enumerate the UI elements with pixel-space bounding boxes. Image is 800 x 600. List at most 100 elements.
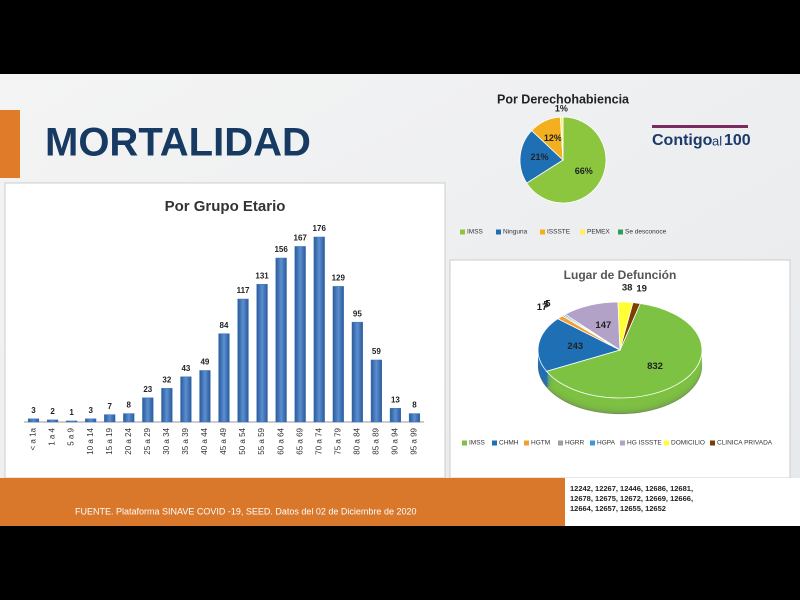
data-label: 21% <box>530 152 548 162</box>
legend-label: CLINICA PRIVADA <box>717 440 773 447</box>
x-tick-label: 1 a 4 <box>48 427 57 445</box>
slice <box>545 303 703 399</box>
x-tick-label: 75 a 79 <box>333 427 342 454</box>
x-tick-label: 35 a 39 <box>181 427 190 454</box>
x-tick-label: < a 1a <box>29 427 38 450</box>
logo-number: 100 <box>724 132 751 149</box>
footer-code: 12242, 12267, 12446, 12686, 12681, <box>570 484 693 493</box>
data-label: 167 <box>294 234 308 243</box>
chart-title: Lugar de Defunción <box>564 268 677 282</box>
data-label: 129 <box>332 274 346 283</box>
chart-title: Por Derechohabiencia <box>497 92 630 106</box>
x-tick-label: 80 a 84 <box>352 427 361 454</box>
data-label: 19 <box>636 283 647 294</box>
x-tick-label: 50 a 54 <box>238 427 247 454</box>
legend-label: HGRR <box>565 440 584 447</box>
legend-swatch <box>664 440 669 446</box>
bar <box>294 246 306 423</box>
data-label: 84 <box>220 321 229 330</box>
legend-label: Ninguna <box>503 229 528 236</box>
x-tick-label: 85 a 89 <box>371 427 380 454</box>
x-tick-label: 70 a 74 <box>314 427 323 454</box>
x-tick-label: 10 a 14 <box>86 427 95 454</box>
legend-swatch <box>710 440 715 446</box>
bar <box>218 333 230 423</box>
bar <box>85 418 97 423</box>
bar <box>123 413 135 423</box>
legend-label: ISSSTE <box>547 229 571 236</box>
data-label: 2 <box>50 407 55 416</box>
slide-title: MORTALIDAD <box>45 121 311 165</box>
legend-swatch <box>590 440 595 446</box>
x-tick-label: 30 a 34 <box>162 427 171 454</box>
data-label: 17 <box>537 302 548 313</box>
logo-al: al <box>712 133 722 148</box>
legend-label: DOMICILIO <box>671 440 705 447</box>
data-label: 5 <box>545 299 551 310</box>
legend-swatch <box>496 229 501 235</box>
legend-swatch <box>618 229 623 235</box>
x-tick-label: 60 a 64 <box>276 427 285 454</box>
data-label: 13 <box>391 395 400 404</box>
legend-label: CHMH <box>499 440 519 447</box>
bar <box>104 414 116 423</box>
x-tick-label: 55 a 59 <box>257 427 266 454</box>
accent <box>0 110 20 178</box>
x-tick-label: 25 a 29 <box>143 427 152 454</box>
bar <box>313 236 325 423</box>
data-label: 176 <box>313 224 327 233</box>
data-label: 1 <box>69 408 74 417</box>
data-label: 32 <box>162 375 171 384</box>
bar <box>180 376 192 423</box>
slice <box>526 116 607 204</box>
x-tick-label: 40 a 44 <box>200 427 209 454</box>
legend-label: HGPA <box>597 440 616 447</box>
data-label: 38 <box>622 282 633 293</box>
bar <box>27 418 40 423</box>
data-label: 147 <box>595 320 611 331</box>
bar <box>66 420 78 423</box>
footer-code: 12664, 12657, 12655, 12652 <box>570 504 666 513</box>
chart-title: Por Grupo Etario <box>165 198 286 215</box>
data-label: 5 <box>543 300 549 311</box>
legend-swatch <box>558 440 563 446</box>
bar <box>275 257 287 423</box>
data-label: 1% <box>555 104 568 114</box>
logo: Contigo al 100 <box>652 125 751 149</box>
bar <box>389 408 402 423</box>
bar <box>256 284 268 423</box>
footer-source: FUENTE. Plataforma SINAVE COVID -19, SEE… <box>75 506 416 516</box>
data-label: 12% <box>544 133 562 143</box>
logo-word: Contigo <box>652 132 713 149</box>
data-label: 7 <box>107 402 112 411</box>
x-tick-label: 45 a 49 <box>219 427 228 454</box>
bar <box>46 419 59 423</box>
bar <box>161 388 173 423</box>
x-tick-label: 5 a 9 <box>67 427 76 445</box>
x-tick-label: 90 a 94 <box>391 427 400 454</box>
logo-bar <box>652 125 748 128</box>
data-label: 3 <box>31 406 36 415</box>
bar <box>199 370 211 423</box>
data-label: 832 <box>647 361 663 372</box>
legend-label: HG ISSSTE <box>627 440 662 447</box>
bar <box>237 298 249 423</box>
bar <box>370 359 382 423</box>
x-tick-label: 65 a 69 <box>295 427 304 454</box>
data-label: 131 <box>255 271 269 280</box>
legend-swatch <box>460 229 465 235</box>
data-label: 8 <box>127 401 132 410</box>
x-tick-label: 20 a 24 <box>124 427 133 454</box>
data-label: 49 <box>200 358 209 367</box>
data-label: 95 <box>353 309 362 318</box>
legend-swatch <box>540 229 545 235</box>
data-label: 23 <box>143 385 152 394</box>
data-label: 3 <box>88 406 93 415</box>
data-label: 59 <box>372 347 381 356</box>
data-label: 156 <box>274 245 288 254</box>
data-label: 66% <box>575 166 593 176</box>
legend-label: PEMEX <box>587 229 610 236</box>
data-label: 117 <box>237 286 250 295</box>
x-tick-label: 15 a 19 <box>105 427 114 454</box>
